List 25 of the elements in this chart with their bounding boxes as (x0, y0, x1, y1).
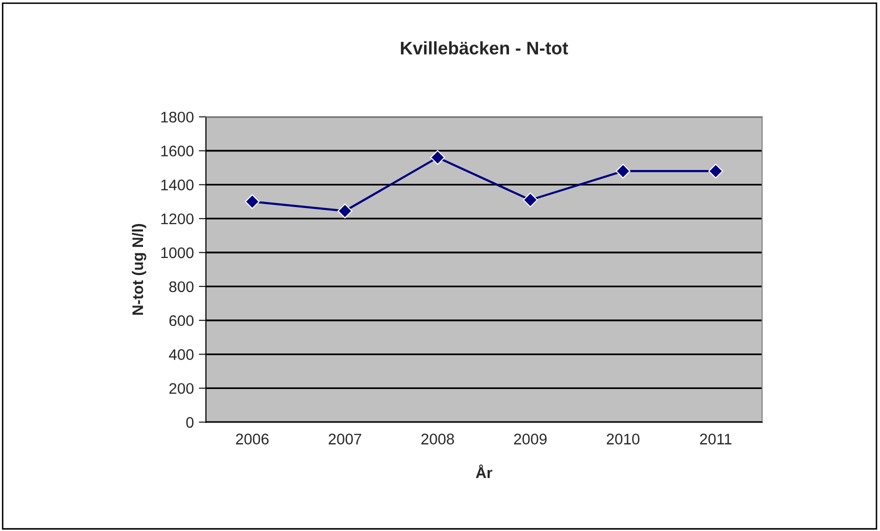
x-tick-label: 2006 (236, 434, 269, 444)
point (430, 150, 446, 165)
y-tick-label: 200 (169, 383, 194, 394)
x-tick-label: 2007 (328, 434, 362, 444)
x-tick-label: 2009 (514, 434, 547, 444)
y-tick-label: 1600 (161, 146, 194, 156)
y-tick-label: 600 (169, 315, 194, 326)
y-tick-label: 0 (186, 417, 194, 428)
x-axis-title: År (476, 464, 492, 478)
y-tick-label: 1800 (161, 112, 194, 123)
point (244, 194, 260, 210)
y-tick-label: 1200 (161, 213, 194, 224)
y-tick-label: 400 (168, 349, 194, 360)
y-tick-label: 1400 (161, 180, 194, 190)
y-tick-label: 800 (169, 281, 194, 292)
point (708, 164, 724, 178)
point (338, 204, 352, 218)
point (616, 164, 630, 178)
point (522, 192, 538, 208)
x-tick-label: 2010 (606, 434, 640, 444)
y-tick-label: 1000 (161, 247, 194, 258)
x-tick-label: 2011 (700, 434, 732, 444)
x-tick-label: 2008 (421, 434, 454, 444)
chart-title: Kvillebäcken - N-tot (400, 41, 568, 54)
y-axis-title: N-tot (ug N/l) (132, 224, 146, 315)
